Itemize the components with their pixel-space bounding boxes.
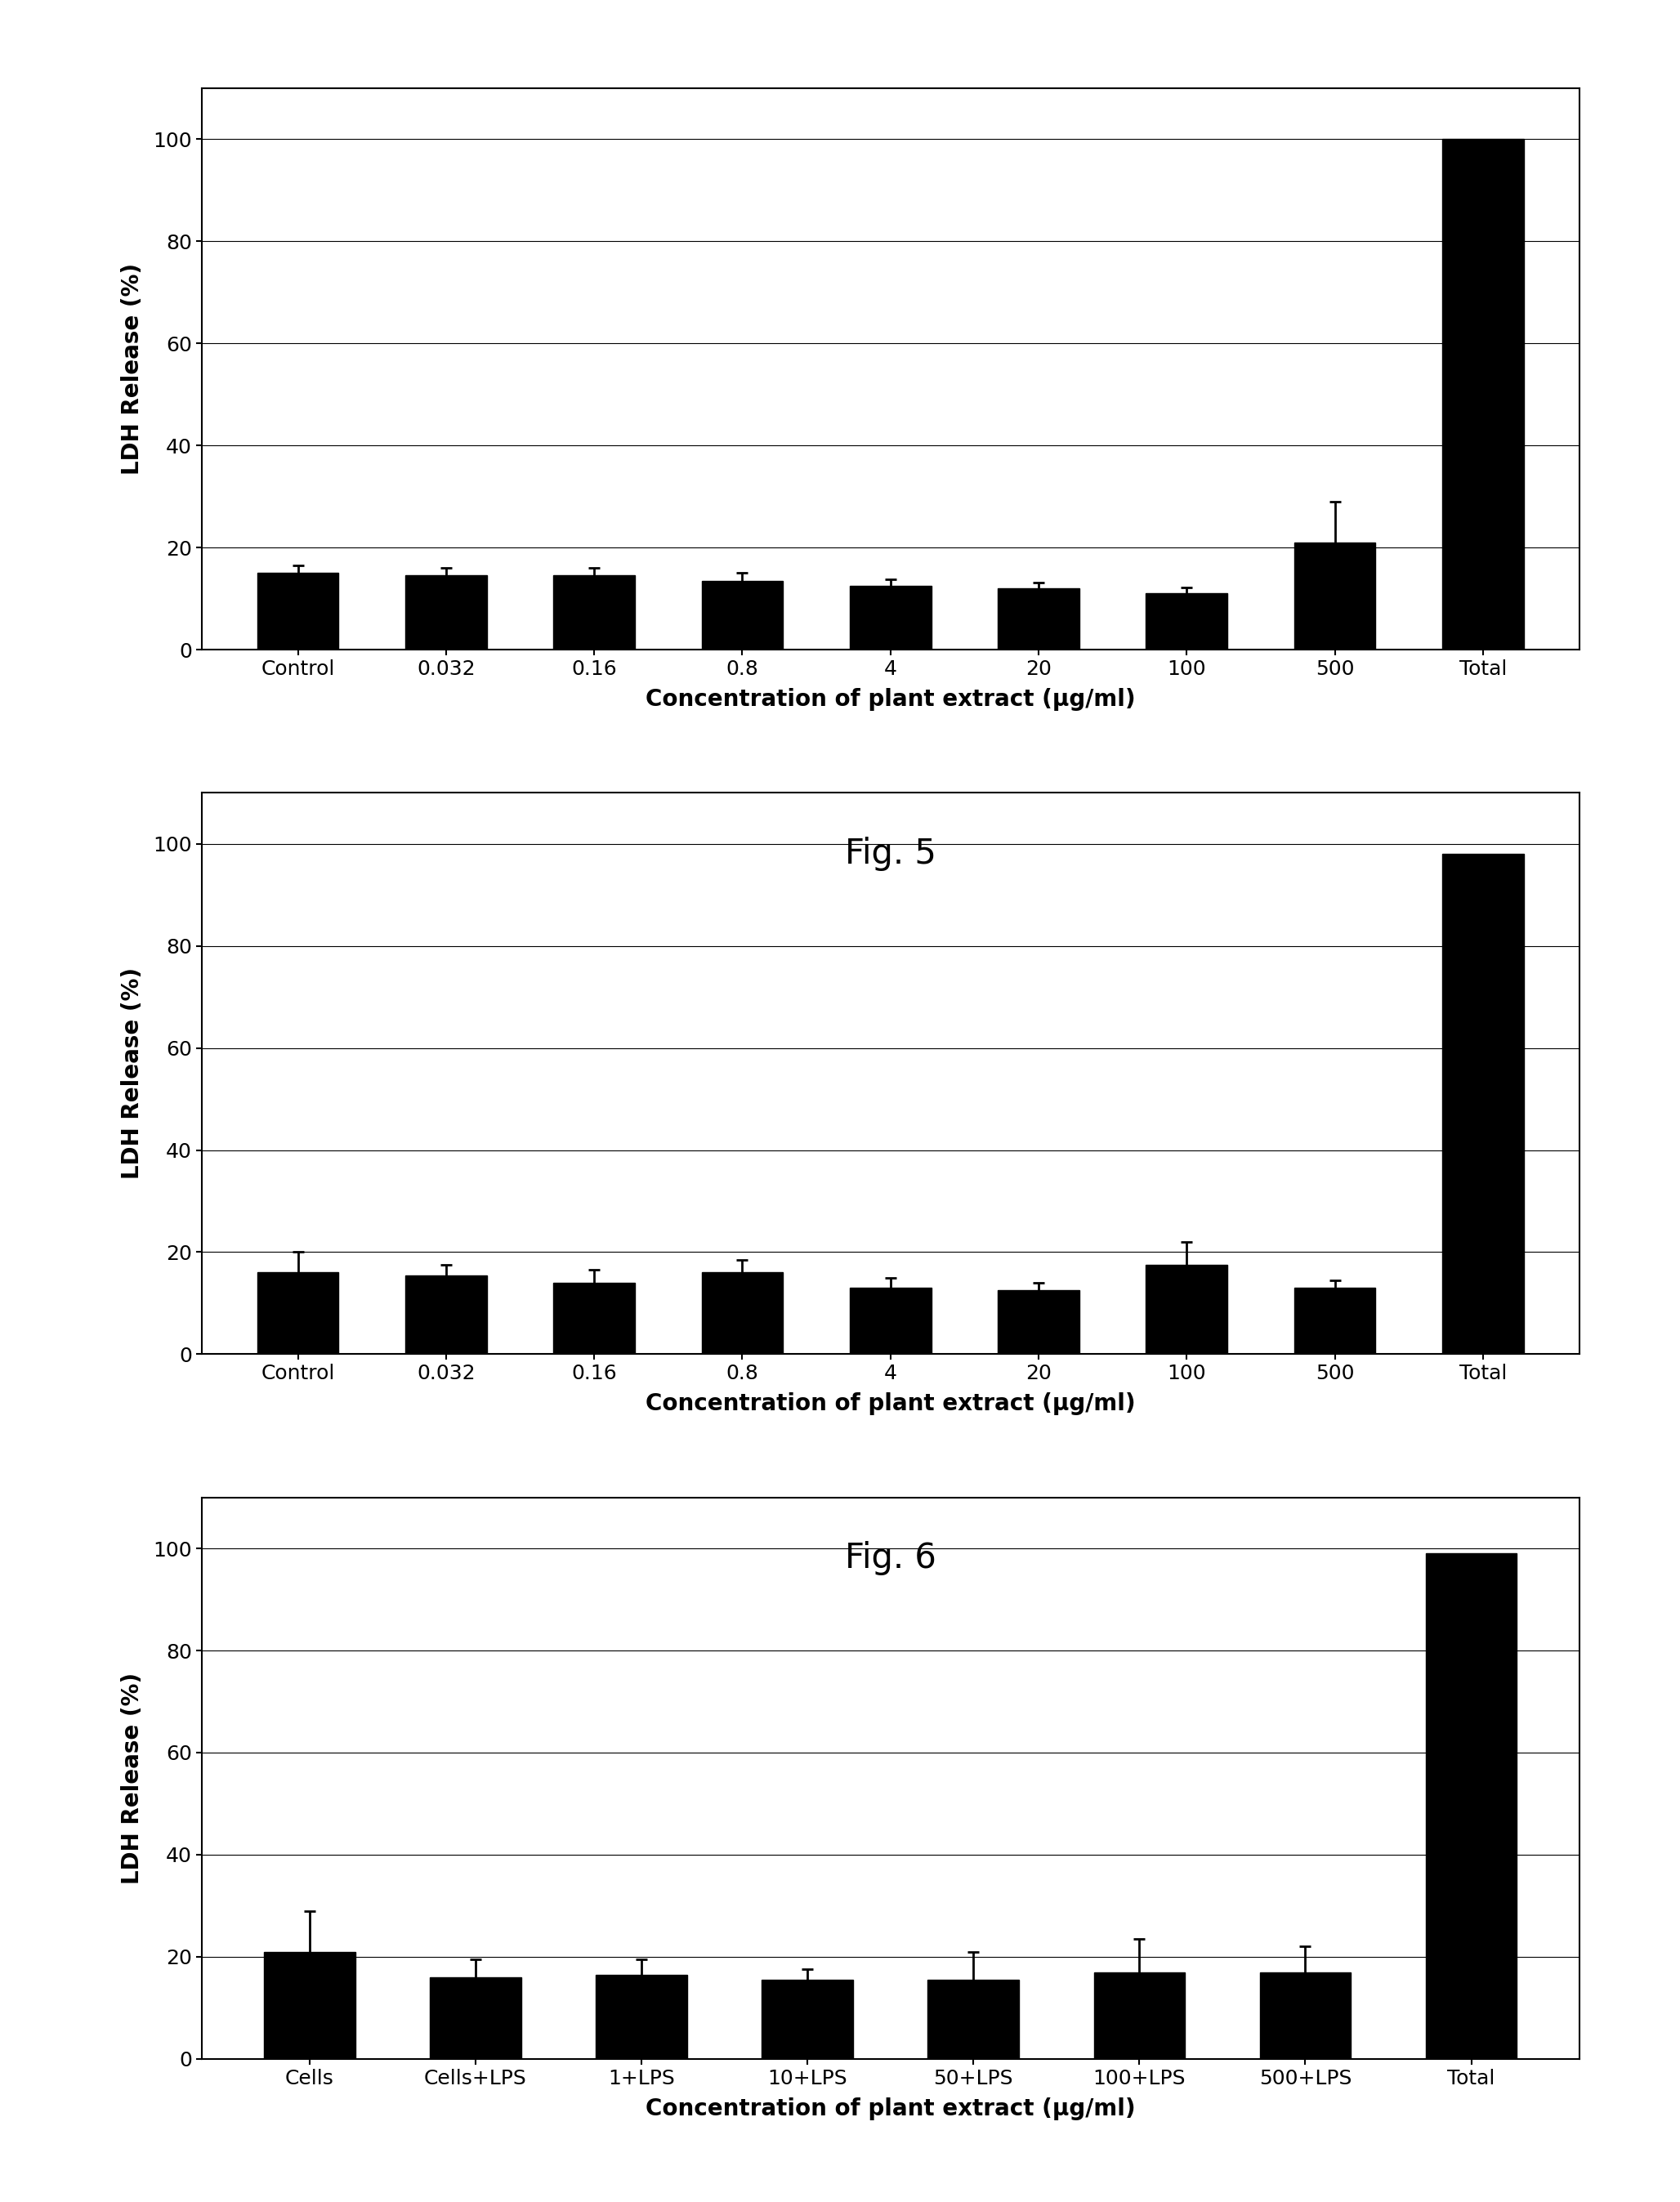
Bar — [1146, 595, 1228, 650]
Bar — [1294, 1288, 1376, 1354]
Bar — [264, 1951, 354, 2059]
Y-axis label: LDH Release (%): LDH Release (%) — [121, 262, 144, 476]
Bar — [761, 1980, 853, 2059]
Bar — [998, 588, 1079, 650]
Bar — [257, 1273, 339, 1354]
Bar — [596, 1975, 687, 2059]
Bar — [1260, 1973, 1351, 2059]
Bar — [927, 1980, 1020, 2059]
Bar — [1294, 542, 1376, 650]
Bar — [553, 575, 635, 650]
X-axis label: Concentration of plant extract (μg/ml): Concentration of plant extract (μg/ml) — [645, 687, 1136, 711]
Bar — [1441, 139, 1524, 650]
Bar — [1094, 1973, 1184, 2059]
Bar — [257, 573, 339, 650]
Bar — [1441, 854, 1524, 1354]
Bar — [553, 1284, 635, 1354]
Y-axis label: LDH Release (%): LDH Release (%) — [121, 967, 144, 1180]
Bar — [702, 581, 783, 650]
Bar — [850, 1288, 931, 1354]
Bar — [850, 586, 931, 650]
X-axis label: Concentration of plant extract (μg/ml): Concentration of plant extract (μg/ml) — [645, 2096, 1136, 2121]
Y-axis label: LDH Release (%): LDH Release (%) — [121, 1671, 144, 1885]
Text: Fig. 5: Fig. 5 — [845, 837, 936, 872]
Text: Fig. 6: Fig. 6 — [845, 1541, 936, 1577]
Bar — [405, 1275, 487, 1354]
Bar — [1146, 1264, 1228, 1354]
Bar — [430, 1977, 521, 2059]
Bar — [702, 1273, 783, 1354]
X-axis label: Concentration of plant extract (μg/ml): Concentration of plant extract (μg/ml) — [645, 1392, 1136, 1416]
Bar — [998, 1290, 1079, 1354]
Bar — [1426, 1555, 1517, 2059]
Bar — [405, 575, 487, 650]
